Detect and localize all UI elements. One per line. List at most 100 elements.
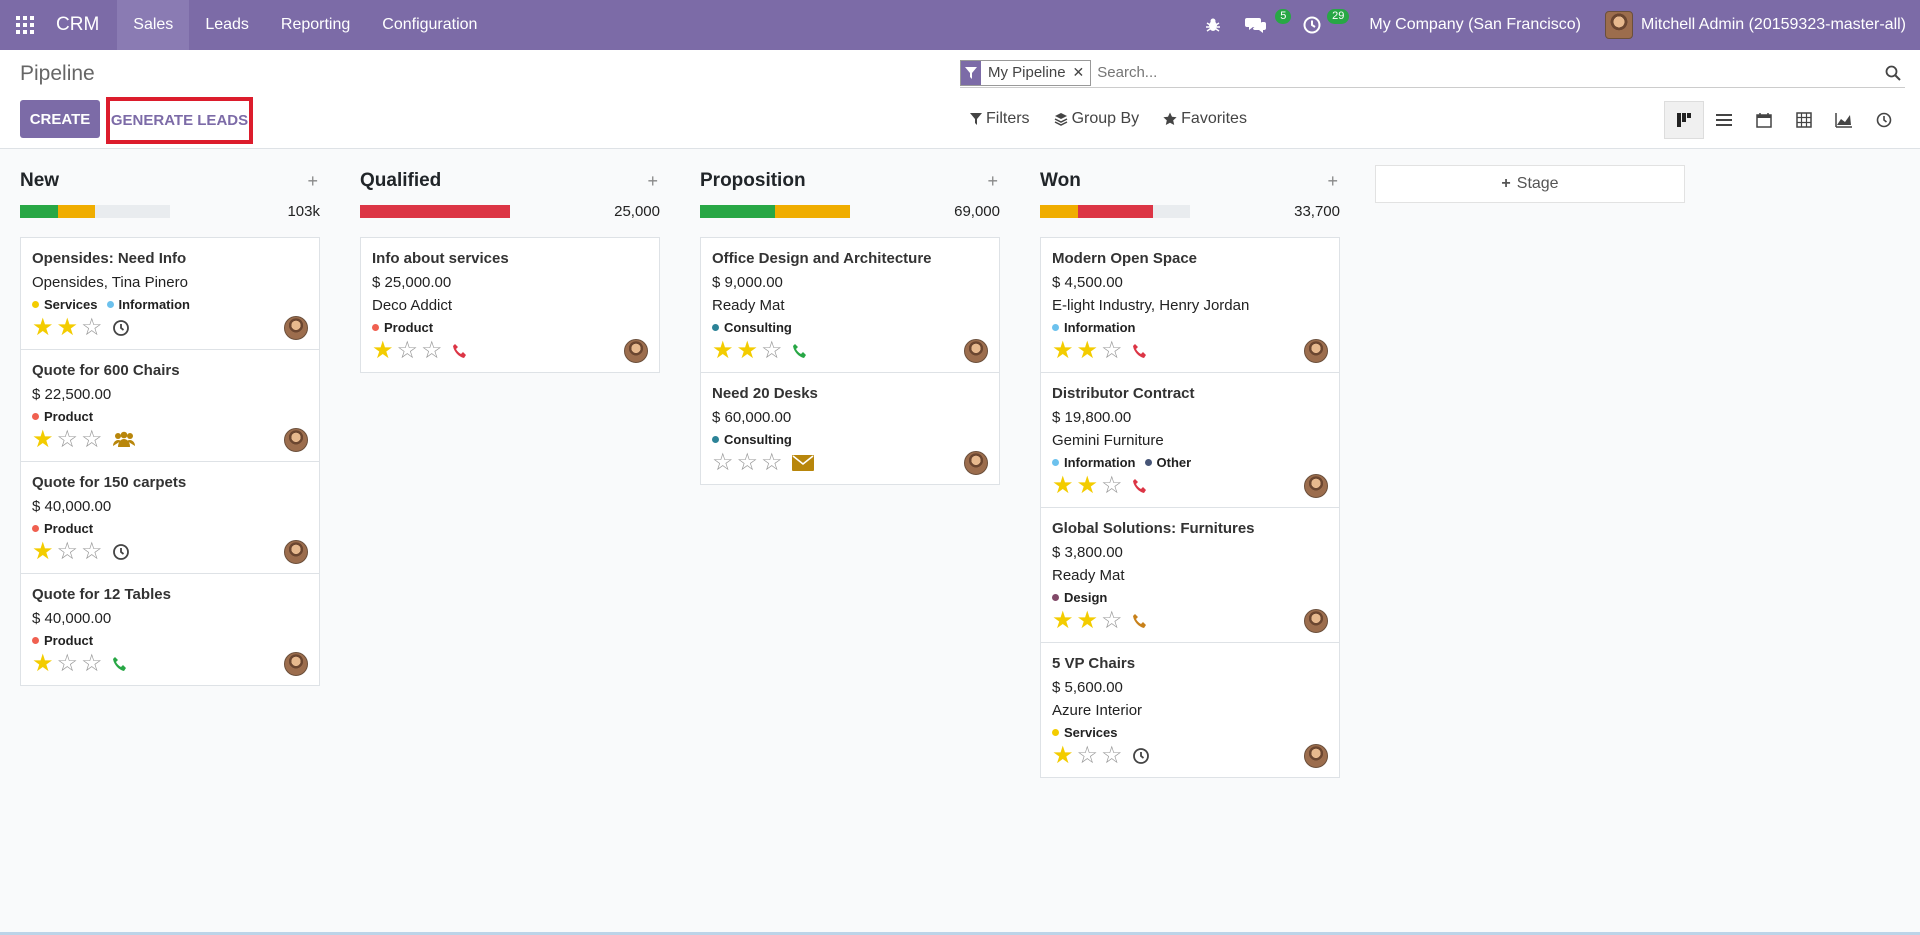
progress-segment[interactable] [20, 204, 58, 218]
clock-icon[interactable] [112, 319, 130, 337]
phone-icon[interactable] [452, 343, 468, 359]
progress-segment[interactable] [360, 204, 510, 218]
opportunity-card[interactable]: Modern Open Space $ 4,500.00 E-light Indus… [1041, 238, 1339, 373]
priority-star-icon[interactable]: ★ [1052, 742, 1074, 769]
facet-remove-icon[interactable]: ✕ [1072, 64, 1085, 80]
add-stage-button[interactable]: + Stage [1375, 165, 1685, 203]
priority-star-icon[interactable]: ☆ [396, 337, 419, 364]
phone-icon[interactable] [1132, 343, 1148, 359]
graph-view-icon[interactable] [1824, 101, 1864, 139]
quick-add-icon[interactable]: + [647, 170, 658, 191]
menu-reporting[interactable]: Reporting [280, 16, 351, 33]
phone-icon[interactable] [1132, 478, 1148, 494]
priority-star-icon[interactable]: ☆ [81, 538, 103, 565]
column-title[interactable]: Won [1040, 170, 1081, 191]
salesperson-avatar[interactable] [1304, 339, 1328, 363]
priority-star-icon[interactable]: ☆ [81, 426, 103, 453]
progress-bar[interactable] [360, 204, 510, 218]
progress-segment[interactable] [1040, 204, 1078, 218]
phone-icon[interactable] [792, 343, 808, 359]
progress-segment[interactable] [700, 204, 775, 218]
opportunity-card[interactable]: Distributor Contract $ 19,800.00 Gemini Fu… [1041, 373, 1339, 508]
filters-dropdown[interactable]: Filters [970, 110, 1030, 128]
salesperson-avatar[interactable] [624, 339, 648, 363]
app-brand[interactable]: CRM [56, 14, 100, 35]
priority-star-icon[interactable]: ☆ [712, 449, 734, 476]
salesperson-avatar[interactable] [1304, 609, 1328, 633]
search-input[interactable] [1097, 64, 1881, 81]
search-icon[interactable] [1881, 61, 1905, 85]
priority-star-icon[interactable]: ☆ [1101, 337, 1123, 364]
progress-segment[interactable] [1077, 204, 1153, 218]
priority-star-icon[interactable]: ☆ [81, 314, 103, 341]
priority-star-icon[interactable]: ★ [32, 538, 54, 565]
opportunity-card[interactable]: Quote for 600 Chairs $ 22,500.00 Product ★ ☆… [21, 350, 319, 462]
priority-star-icon[interactable]: ☆ [1076, 742, 1099, 769]
progress-segment[interactable] [775, 204, 850, 218]
opportunity-card[interactable]: Office Design and Architecture $ 9,000.00… [701, 238, 999, 373]
priority-star-icon[interactable]: ☆ [761, 337, 783, 364]
priority-star-icon[interactable]: ★ [32, 314, 54, 341]
priority-star-icon[interactable]: ☆ [421, 337, 443, 364]
priority-star-icon[interactable]: ★ [1076, 472, 1099, 499]
clock-icon[interactable] [1132, 747, 1150, 765]
envelope-icon[interactable] [791, 455, 814, 471]
company-switcher[interactable]: My Company (San Francisco) [1369, 16, 1581, 33]
priority-star-icon[interactable]: ★ [32, 426, 54, 453]
opportunity-card[interactable]: 5 VP Chairs $ 5,600.00 Azure Interior Servi… [1041, 643, 1339, 777]
progress-segment[interactable] [57, 204, 95, 218]
favorites-dropdown[interactable]: Favorites [1163, 110, 1247, 128]
priority-star-icon[interactable]: ★ [1076, 607, 1099, 634]
quick-add-icon[interactable]: + [987, 170, 998, 191]
priority-star-icon[interactable]: ☆ [56, 426, 79, 453]
meeting-icon[interactable] [112, 431, 136, 449]
menu-leads[interactable]: Leads [205, 16, 249, 33]
calendar-view-icon[interactable] [1744, 101, 1784, 139]
create-button[interactable]: CREATE [20, 100, 100, 138]
priority-star-icon[interactable]: ☆ [761, 449, 783, 476]
menu-configuration[interactable]: Configuration [382, 16, 478, 33]
salesperson-avatar[interactable] [964, 451, 988, 475]
apps-menu-icon[interactable] [0, 0, 50, 50]
quick-add-icon[interactable]: + [307, 170, 318, 191]
opportunity-card[interactable]: Opensides: Need Info Opensides, Tina Pine… [21, 238, 319, 350]
priority-star-icon[interactable]: ★ [372, 337, 394, 364]
salesperson-avatar[interactable] [284, 540, 308, 564]
priority-star-icon[interactable]: ☆ [56, 650, 79, 677]
opportunity-card[interactable]: Need 20 Desks $ 60,000.00 Consulting ☆ ☆ ☆ [701, 373, 999, 484]
opportunity-card[interactable]: Quote for 12 Tables $ 40,000.00 Product ★ ☆ ☆ [21, 574, 319, 685]
column-title[interactable]: Qualified [360, 170, 442, 191]
list-view-icon[interactable] [1704, 101, 1744, 139]
pivot-view-icon[interactable] [1784, 101, 1824, 139]
salesperson-avatar[interactable] [1304, 474, 1328, 498]
activity-view-icon[interactable] [1864, 101, 1904, 139]
priority-star-icon[interactable]: ★ [1052, 472, 1074, 499]
priority-star-icon[interactable]: ☆ [1101, 742, 1123, 769]
salesperson-avatar[interactable] [284, 316, 308, 340]
priority-star-icon[interactable]: ☆ [81, 650, 103, 677]
priority-star-icon[interactable]: ★ [32, 650, 54, 677]
progress-bar[interactable] [20, 204, 170, 218]
bug-icon[interactable] [1193, 0, 1233, 50]
progress-bar[interactable] [1040, 204, 1190, 218]
groupby-dropdown[interactable]: Group By [1054, 110, 1139, 128]
progress-bar[interactable] [700, 204, 850, 218]
user-menu[interactable]: Mitchell Admin (20159323-master-all) [1593, 11, 1920, 39]
clock-icon[interactable] [112, 543, 130, 561]
opportunity-card[interactable]: Info about services $ 25,000.00 Deco Addic… [361, 238, 659, 372]
priority-star-icon[interactable]: ☆ [1101, 472, 1123, 499]
priority-star-icon[interactable]: ☆ [736, 449, 759, 476]
opportunity-card[interactable]: Quote for 150 carpets $ 40,000.00 Product ★… [21, 462, 319, 574]
activities-clock-icon[interactable]: 29 [1291, 0, 1350, 50]
phone-icon[interactable] [1132, 613, 1148, 629]
generate-leads-button[interactable]: GENERATE LEADS [106, 97, 253, 144]
column-title[interactable]: New [20, 170, 60, 191]
messages-icon[interactable]: 5 [1233, 0, 1292, 50]
salesperson-avatar[interactable] [964, 339, 988, 363]
priority-star-icon[interactable]: ★ [1052, 607, 1074, 634]
phone-icon[interactable] [112, 656, 128, 672]
priority-star-icon[interactable]: ☆ [1101, 607, 1123, 634]
priority-star-icon[interactable]: ★ [1076, 337, 1099, 364]
priority-star-icon[interactable]: ★ [56, 314, 79, 341]
salesperson-avatar[interactable] [284, 652, 308, 676]
